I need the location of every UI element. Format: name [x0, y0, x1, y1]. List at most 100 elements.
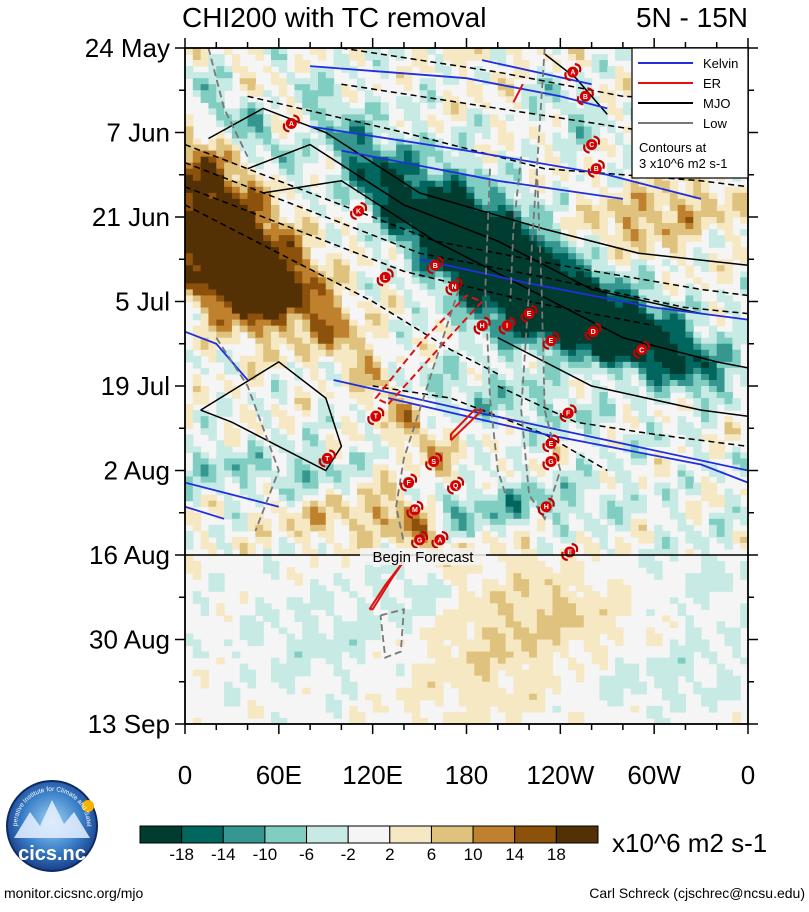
field-cell [583, 548, 593, 556]
field-cell [482, 530, 491, 538]
field-cell [411, 217, 421, 224]
field-cell [427, 633, 436, 641]
field-cell [505, 156, 515, 164]
field-cell [239, 597, 249, 604]
field-cell [333, 579, 342, 586]
field-cell [458, 102, 468, 109]
field-cell [443, 96, 452, 103]
field-cell [536, 464, 546, 472]
field-cell [255, 379, 264, 387]
field-cell [536, 615, 546, 622]
field-cell [333, 349, 342, 357]
field-cell [185, 72, 194, 79]
field-cell [443, 210, 452, 218]
field-cell [521, 60, 530, 67]
field-cell [583, 404, 593, 411]
field-cell [185, 355, 194, 363]
field-cell [364, 373, 374, 381]
field-cell [185, 506, 194, 514]
field-cell [677, 301, 687, 309]
field-cell [325, 337, 335, 345]
field-cell [466, 651, 475, 659]
field-cell [349, 361, 358, 369]
field-cell [489, 651, 499, 659]
field-cell [560, 168, 569, 176]
field-cell [458, 277, 468, 284]
field-cell [396, 78, 405, 85]
field-cell [333, 192, 342, 200]
field-cell [231, 253, 241, 260]
field-cell [231, 319, 241, 327]
field-cell [255, 198, 264, 206]
field-cell [669, 512, 679, 520]
field-cell [552, 289, 561, 297]
field-cell [669, 229, 679, 236]
field-cell [224, 186, 233, 194]
field-cell [536, 506, 546, 514]
field-cell [685, 627, 694, 635]
field-cell [724, 210, 733, 218]
field-cell [732, 186, 741, 194]
field-cell [349, 283, 358, 291]
field-cell [716, 307, 726, 315]
field-cell [278, 627, 288, 635]
field-cell [247, 416, 256, 423]
field-cell [724, 434, 733, 441]
field-cell [591, 265, 601, 272]
field-cell [333, 573, 342, 580]
field-cell [583, 114, 593, 122]
field-cell [419, 458, 428, 466]
field-cell [208, 343, 217, 351]
field-cell [278, 48, 288, 55]
field-cell [654, 633, 663, 641]
field-cell [544, 289, 554, 297]
field-cell [661, 192, 671, 200]
field-cell [497, 392, 507, 399]
field-cell [544, 361, 554, 369]
field-cell [278, 422, 288, 429]
field-cell [372, 60, 382, 67]
field-cell [536, 223, 546, 230]
field-cell [591, 404, 601, 411]
field-cell [450, 138, 460, 146]
field-cell [325, 645, 335, 653]
field-cell [192, 271, 202, 278]
field-cell [357, 392, 366, 399]
field-cell [325, 162, 335, 170]
field-cell [732, 307, 741, 315]
field-cell [740, 573, 748, 580]
field-cell [607, 361, 616, 369]
field-cell [286, 331, 296, 339]
field-cell [575, 506, 585, 514]
field-cell [302, 247, 311, 254]
field-cell [615, 343, 624, 351]
field-cell [427, 639, 436, 647]
field-cell [513, 567, 522, 574]
field-cell [278, 253, 288, 260]
field-cell [575, 325, 585, 333]
field-cell [505, 90, 515, 97]
field-cell [489, 295, 499, 303]
field-cell [325, 144, 335, 152]
field-cell [349, 186, 358, 194]
field-cell [216, 301, 225, 309]
field-cell [435, 301, 444, 309]
field-cell [208, 102, 217, 109]
field-cell [216, 307, 225, 315]
field-cell [575, 120, 585, 128]
field-cell [607, 66, 616, 73]
field-cell [489, 223, 499, 230]
field-cell [403, 386, 413, 393]
field-cell [646, 337, 655, 345]
field-cell [208, 241, 217, 248]
field-cell [411, 440, 421, 447]
field-cell [497, 241, 507, 248]
field-cell [317, 440, 327, 447]
field-cell [372, 373, 382, 381]
field-cell [310, 645, 319, 653]
field-cell [701, 319, 710, 327]
field-cell [615, 603, 624, 610]
field-cell [458, 174, 468, 182]
field-cell [669, 494, 679, 502]
field-cell [693, 573, 702, 580]
